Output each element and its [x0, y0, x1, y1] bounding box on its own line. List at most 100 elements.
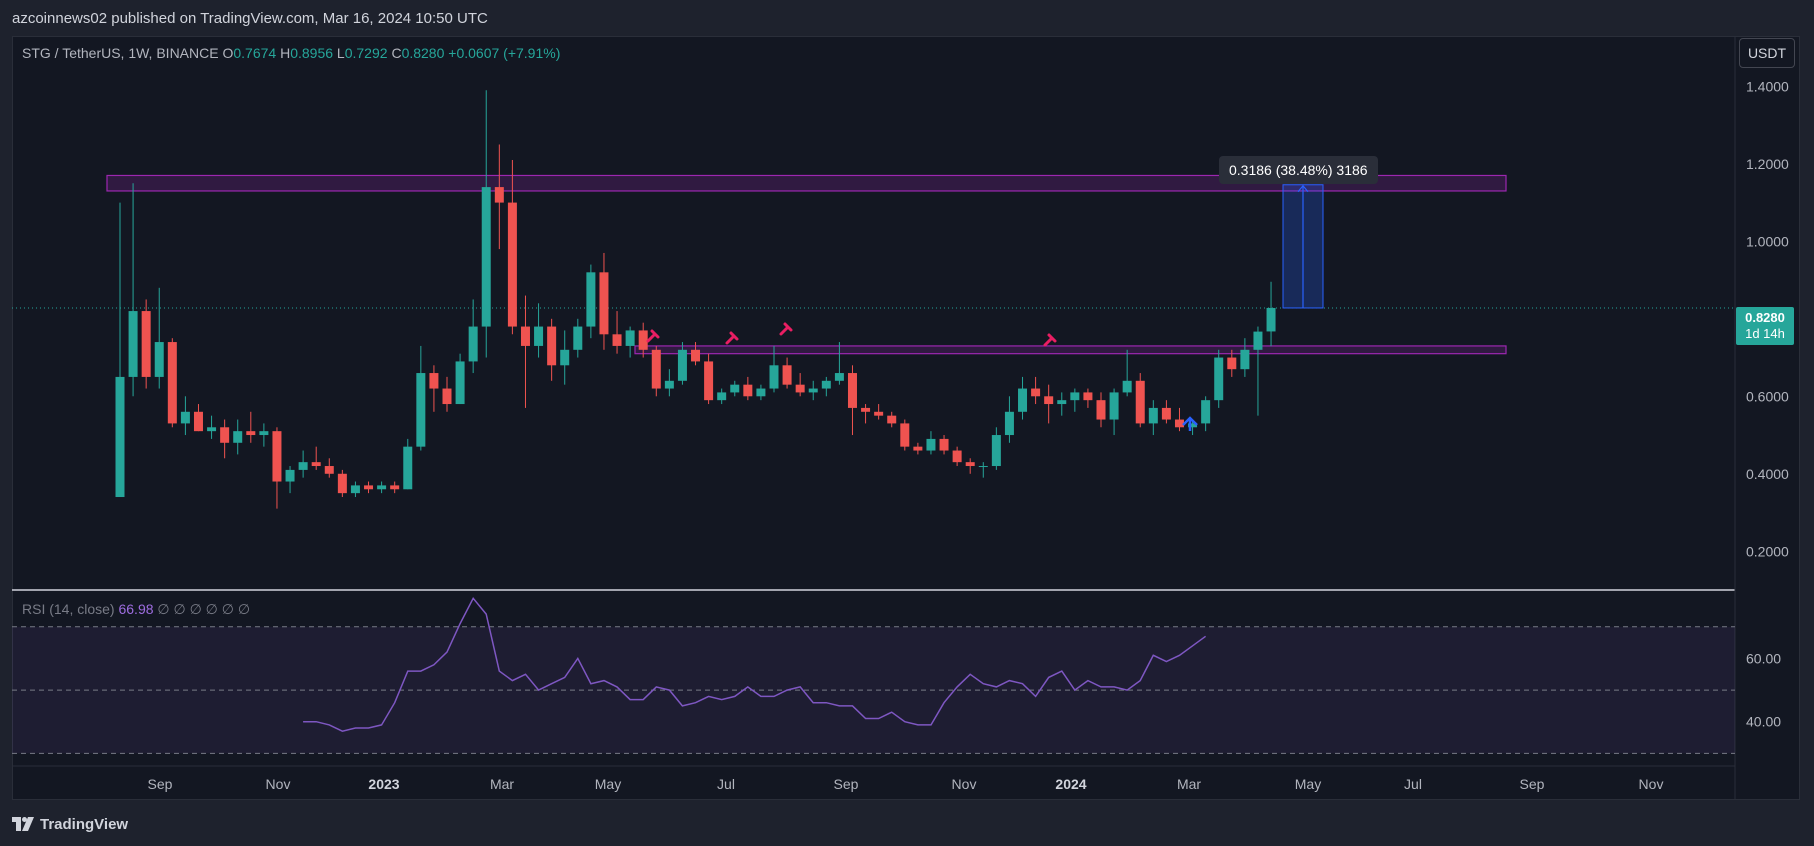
candle-body — [717, 392, 727, 401]
support-zone — [634, 345, 1507, 355]
high-value: 0.8956 — [290, 45, 334, 61]
price-axis-tick: 0.6000 — [1746, 388, 1789, 404]
low-label: L — [336, 45, 345, 61]
time-axis-tick: Sep — [148, 776, 173, 792]
candle-body — [1018, 388, 1028, 412]
candle-body — [1135, 380, 1145, 424]
chart-frame[interactable] — [12, 36, 1800, 800]
time-axis-tick: Nov — [952, 776, 977, 792]
footer: TradingView — [12, 812, 128, 836]
candle-body — [1031, 388, 1041, 397]
candle-body — [874, 411, 884, 416]
candle-body — [560, 349, 570, 366]
time-axis-tick: Mar — [1177, 776, 1201, 792]
candle-body — [782, 365, 792, 385]
candle-body — [913, 446, 923, 451]
time-axis-tick: May — [1295, 776, 1321, 792]
candle-body — [141, 311, 151, 377]
change-value: +0.0607 (+7.91%) — [448, 45, 561, 61]
time-axis-tick: Jul — [717, 776, 735, 792]
candle-body — [167, 342, 177, 424]
time-axis-tick: Sep — [834, 776, 859, 792]
candle-body — [1057, 400, 1067, 405]
time-axis-tick: Jul — [1404, 776, 1422, 792]
candle-body — [1266, 307, 1276, 332]
low-value: 0.7292 — [344, 45, 388, 61]
candle-body — [468, 326, 478, 362]
candle-body — [233, 431, 243, 443]
rsi-legend[interactable]: RSI (14, close) 66.98 ∅ ∅ ∅ ∅ ∅ ∅ — [22, 601, 250, 618]
candle-body — [193, 411, 203, 432]
candle-body — [991, 435, 1001, 467]
candle-body — [1214, 357, 1224, 401]
price-axis-tick: 0.2000 — [1746, 543, 1789, 559]
candle-body — [377, 485, 387, 490]
rsi-value: 66.98 — [118, 601, 154, 617]
time-axis-tick: 2023 — [368, 776, 399, 792]
time-axis-tick: Nov — [1639, 776, 1664, 792]
price-axis-tick: 1.4000 — [1746, 78, 1789, 94]
candle-body — [1083, 392, 1093, 401]
symbol-name: STG / TetherUS, 1W, BINANCE — [22, 45, 219, 61]
candle-body — [769, 365, 779, 389]
candle-body — [154, 342, 164, 377]
candle-body — [429, 373, 439, 389]
candle-body — [115, 376, 125, 498]
price-axis-tick: 1.2000 — [1746, 156, 1789, 172]
candle-body — [220, 427, 230, 443]
hammer-icon — [646, 329, 660, 343]
candle-body — [442, 388, 452, 405]
candle-body — [507, 202, 517, 327]
candle-body — [808, 388, 818, 393]
time-axis-tick: Nov — [266, 776, 291, 792]
candle-body — [926, 438, 936, 451]
candle-body — [324, 466, 334, 474]
last-price-value: 0.8280 — [1745, 310, 1785, 325]
candle-body — [1201, 400, 1211, 424]
candle-body — [978, 466, 988, 468]
candle-body — [1253, 331, 1263, 350]
measure-arrow-head — [1297, 184, 1309, 193]
candle-body — [1227, 357, 1237, 370]
candle-body — [180, 411, 190, 424]
currency-button[interactable]: USDT — [1739, 38, 1795, 68]
candle-body — [364, 485, 374, 490]
candle-body — [311, 462, 321, 467]
candle-body — [1070, 392, 1080, 401]
candle-body — [691, 349, 701, 362]
candle-body — [246, 431, 256, 436]
candle-body — [416, 373, 426, 447]
candle-body — [586, 272, 596, 327]
candle-body — [900, 423, 910, 447]
publish-header: azcoinnews02 published on TradingView.co… — [0, 0, 1814, 36]
candle-body — [730, 384, 740, 393]
publish-text: azcoinnews02 published on TradingView.co… — [12, 10, 488, 27]
candle-body — [494, 187, 504, 203]
time-axis-tick: May — [595, 776, 621, 792]
close-value: 0.8280 — [401, 45, 445, 61]
candle-body — [520, 326, 530, 346]
candle-body — [350, 485, 360, 494]
candle-body — [481, 187, 491, 327]
bar-countdown: 1d 14h — [1745, 326, 1785, 341]
candle-body — [390, 485, 400, 490]
last-price-badge: 0.8280 1d 14h — [1736, 307, 1794, 345]
candle-body — [1188, 423, 1198, 428]
candle-body — [756, 388, 766, 397]
candle-body — [1161, 407, 1171, 420]
candle-body — [259, 431, 269, 436]
candle-body — [704, 361, 714, 401]
time-axis-tick: Sep — [1520, 776, 1545, 792]
candle-body — [651, 349, 661, 389]
candle-body — [795, 384, 805, 393]
candle-body — [403, 446, 413, 490]
rsi-axis-tick: 40.00 — [1746, 714, 1781, 730]
symbol-legend[interactable]: STG / TetherUS, 1W, BINANCE O0.7674 H0.8… — [22, 45, 560, 61]
up-arrow-icon — [1182, 416, 1198, 431]
candle-body — [952, 450, 962, 463]
candle-body — [1044, 396, 1054, 405]
high-label: H — [280, 45, 291, 61]
open-value: 0.7674 — [233, 45, 277, 61]
candle-body — [547, 326, 557, 366]
